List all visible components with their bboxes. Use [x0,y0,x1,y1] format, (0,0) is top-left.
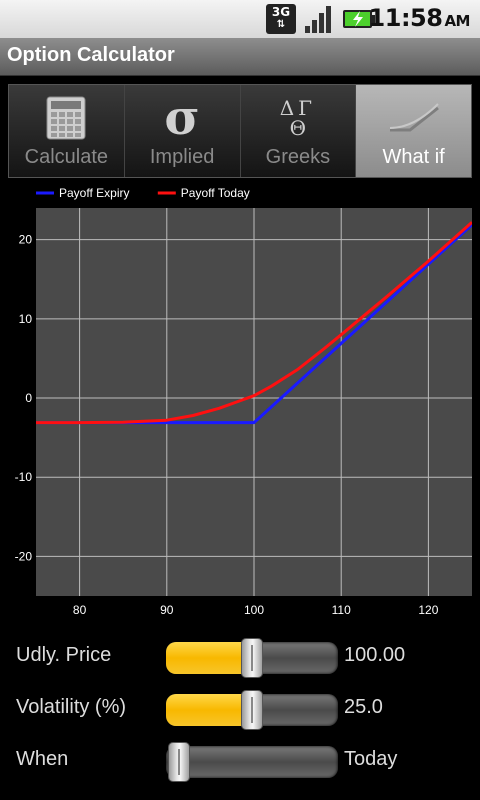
control-udly-price: Udly. Price 100.00 [0,638,480,678]
tab-calculate-label: Calculate [24,146,109,168]
x-tick-label: 120 [418,603,438,617]
y-tick-label: -20 [15,549,33,563]
payoff-chart: 80 90 100 110 120 20 10 0 -10 -20 Payoff Expiry Pay… [8,182,472,632]
sigma-symbol: σ [164,90,200,146]
udly-price-slider-fill [166,642,252,674]
when-label: When [16,748,69,770]
tab-implied-label: Implied [149,146,215,168]
y-tick-label: 20 [19,233,33,247]
x-tick-label: 100 [244,603,264,617]
payoff-chart-icon [356,93,471,143]
when-value: Today [344,748,398,770]
x-tick-label: 90 [160,603,174,617]
sigma-icon: σ [125,93,240,143]
y-tick-label: 0 [25,391,32,405]
signal-strength-icon [305,6,331,33]
clock-time: 11:58 [368,4,443,32]
when-slider-thumb[interactable] [168,742,190,782]
status-clock: 11:58 AM [368,4,471,32]
volatility-slider-thumb[interactable] [241,690,263,730]
status-bar: 3G ⇅ 11:58 AM [0,0,480,38]
udly-price-value: 100.00 [344,644,406,666]
control-volatility: Volatility (%) 25.0 [0,690,480,730]
calculator-icon [9,93,124,143]
tab-bar: Calculate σ Implied ΔΓ Θ Greeks What if [8,84,472,178]
greeks-icon: ΔΓ Θ [241,93,356,143]
clock-ampm: AM [444,12,470,30]
tab-greeks[interactable]: ΔΓ Θ Greeks [240,85,357,177]
tab-what-if[interactable]: What if [356,85,471,177]
app-title: Option Calculator [7,44,175,66]
tab-what-if-label: What if [382,146,445,168]
control-when: When Today [0,742,480,782]
series-line-payoff-today [36,221,472,425]
delta-symbol: Δ [279,96,299,120]
network-type-label: 3G [271,5,291,19]
volatility-label: Volatility (%) [16,696,127,718]
volatility-value: 25.0 [344,696,383,718]
battery-charging-icon [343,10,375,28]
y-tick-label: -10 [15,470,33,484]
app-title-bar: Option Calculator [0,38,480,76]
udly-price-label: Udly. Price [16,644,112,666]
when-slider[interactable] [166,746,338,778]
network-3g-icon: 3G ⇅ [266,4,296,34]
tab-greeks-label: Greeks [265,146,331,168]
gamma-symbol: Γ [298,96,317,120]
tab-implied[interactable]: σ Implied [124,85,241,177]
legend-label-payoff-today: Payoff Today [181,186,250,200]
volatility-slider-fill [166,694,252,726]
theta-symbol: Θ [289,116,307,140]
udly-price-slider-thumb[interactable] [241,638,263,678]
x-tick-label: 80 [73,603,87,617]
x-tick-label: 110 [332,603,351,617]
tab-calculate[interactable]: Calculate [9,85,125,177]
y-tick-label: 10 [19,312,33,326]
legend-label-payoff-expiry: Payoff Expiry [59,186,129,200]
